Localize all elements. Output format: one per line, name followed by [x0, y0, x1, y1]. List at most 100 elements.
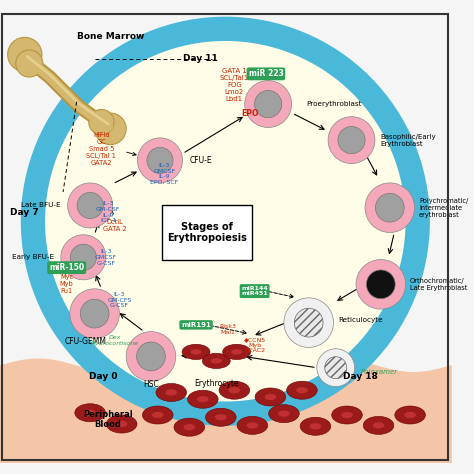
Text: Day 18: Day 18 — [343, 372, 378, 381]
Ellipse shape — [264, 394, 276, 400]
Ellipse shape — [287, 381, 317, 399]
Circle shape — [375, 193, 404, 222]
Circle shape — [325, 357, 346, 379]
Text: miR144
miR451: miR144 miR451 — [241, 286, 268, 296]
Circle shape — [328, 117, 375, 164]
Circle shape — [365, 183, 415, 232]
Ellipse shape — [202, 353, 230, 369]
Text: CFU-E: CFU-E — [189, 156, 212, 165]
Text: ◆CCN5
Myb
HEAC2: ◆CCN5 Myb HEAC2 — [244, 337, 266, 354]
Ellipse shape — [219, 381, 250, 399]
Ellipse shape — [188, 390, 218, 408]
Text: HIFlα
GC
Smad 5
SCL/Tal 1
GATA2: HIFlα GC Smad 5 SCL/Tal 1 GATA2 — [86, 132, 116, 166]
Text: Reticulocyte: Reticulocyte — [338, 318, 383, 323]
Circle shape — [77, 192, 103, 219]
Circle shape — [294, 308, 323, 337]
Circle shape — [68, 183, 113, 228]
Text: Day 11: Day 11 — [183, 55, 218, 64]
Text: IL-3
GMCSF
G-CSF: IL-3 GMCSF G-CSF — [95, 249, 117, 265]
Ellipse shape — [152, 412, 164, 418]
Circle shape — [126, 332, 176, 381]
Ellipse shape — [300, 417, 331, 435]
Ellipse shape — [174, 418, 205, 436]
Ellipse shape — [404, 412, 416, 418]
Ellipse shape — [237, 416, 268, 434]
Circle shape — [317, 349, 355, 387]
Ellipse shape — [341, 412, 353, 418]
Text: Bone Marrow: Bone Marrow — [77, 32, 144, 41]
Circle shape — [38, 34, 412, 408]
Text: DctiL
GATA 2: DctiL GATA 2 — [103, 219, 127, 232]
Ellipse shape — [156, 383, 187, 401]
Text: HSC: HSC — [143, 380, 159, 389]
Circle shape — [255, 91, 282, 118]
Ellipse shape — [228, 387, 240, 393]
Text: Dex
Hydrocortisone: Dex Hydrocortisone — [91, 335, 139, 346]
Text: Orthochromatic/
Late Erythroblast: Orthochromatic/ Late Erythroblast — [410, 278, 467, 291]
Text: Day 7: Day 7 — [10, 208, 39, 217]
Text: Erythrocyte: Erythrocyte — [194, 379, 238, 388]
Ellipse shape — [210, 358, 222, 364]
Ellipse shape — [116, 421, 128, 427]
Text: Polychromatic/
Intermediate
erythroblast: Polychromatic/ Intermediate erythroblast — [419, 198, 468, 218]
Ellipse shape — [206, 408, 236, 426]
Ellipse shape — [231, 349, 242, 355]
Ellipse shape — [223, 344, 251, 360]
Ellipse shape — [165, 389, 177, 396]
Text: Poloxamer: Poloxamer — [361, 369, 398, 375]
Ellipse shape — [373, 422, 384, 428]
Ellipse shape — [106, 415, 137, 433]
Ellipse shape — [395, 406, 426, 424]
Text: Day 0: Day 0 — [90, 372, 118, 381]
Circle shape — [95, 113, 126, 145]
Text: Proerythroblast: Proerythroblast — [307, 101, 362, 107]
Circle shape — [147, 147, 173, 173]
Text: Early BFU-E: Early BFU-E — [12, 254, 54, 260]
Circle shape — [245, 81, 292, 128]
Text: Stages of
Erythropoiesis: Stages of Erythropoiesis — [167, 222, 247, 243]
Circle shape — [356, 260, 406, 309]
Text: EPO: EPO — [241, 109, 259, 118]
Circle shape — [366, 270, 395, 299]
Text: Myc
Myb
Pu1: Myc Myb Pu1 — [60, 274, 73, 294]
Ellipse shape — [296, 387, 308, 393]
Ellipse shape — [84, 410, 96, 416]
Ellipse shape — [75, 404, 105, 422]
Circle shape — [137, 342, 165, 371]
Text: miR 223: miR 223 — [248, 69, 283, 78]
Circle shape — [338, 127, 365, 154]
Circle shape — [80, 299, 109, 328]
Text: Basophilic/Early
Erythroblast: Basophilic/Early Erythroblast — [381, 134, 437, 146]
FancyBboxPatch shape — [162, 205, 252, 260]
Circle shape — [45, 41, 406, 401]
Circle shape — [284, 298, 334, 347]
Text: IL-3
GMCSF
IL-9
EPO, SCF: IL-3 GMCSF IL-9 EPO, SCF — [150, 163, 179, 185]
Circle shape — [61, 235, 106, 280]
Text: Risk3
Mai1: Risk3 Mai1 — [219, 324, 236, 335]
Text: GATA 1
SCL/Tal1
FOG
Lmo2
Lbd1: GATA 1 SCL/Tal1 FOG Lmo2 Lbd1 — [220, 68, 249, 102]
Ellipse shape — [182, 344, 210, 360]
Ellipse shape — [310, 423, 321, 429]
Ellipse shape — [363, 416, 394, 434]
Circle shape — [137, 138, 182, 183]
Ellipse shape — [191, 349, 201, 355]
Circle shape — [16, 50, 43, 77]
Ellipse shape — [215, 414, 227, 420]
Text: Late BFU-E: Late BFU-E — [21, 202, 61, 209]
Circle shape — [89, 109, 114, 135]
Ellipse shape — [142, 406, 173, 424]
Ellipse shape — [278, 410, 290, 417]
Text: CFU-GEMM: CFU-GEMM — [64, 337, 107, 346]
Circle shape — [70, 244, 96, 270]
Ellipse shape — [197, 396, 209, 402]
Ellipse shape — [332, 406, 362, 424]
Circle shape — [70, 289, 119, 338]
Circle shape — [8, 37, 42, 72]
Text: miR-150: miR-150 — [49, 263, 84, 272]
Ellipse shape — [255, 388, 286, 406]
Ellipse shape — [269, 405, 299, 423]
Text: IL-3
GM-CSF
IL-9
IGF-1: IL-3 GM-CSF IL-9 IGF-1 — [96, 201, 120, 223]
Text: IL-3
GM-CFS
G-CSF: IL-3 GM-CFS G-CSF — [107, 292, 132, 309]
Text: Peripheral
Blood: Peripheral Blood — [83, 410, 133, 429]
Text: miR191: miR191 — [181, 322, 211, 328]
